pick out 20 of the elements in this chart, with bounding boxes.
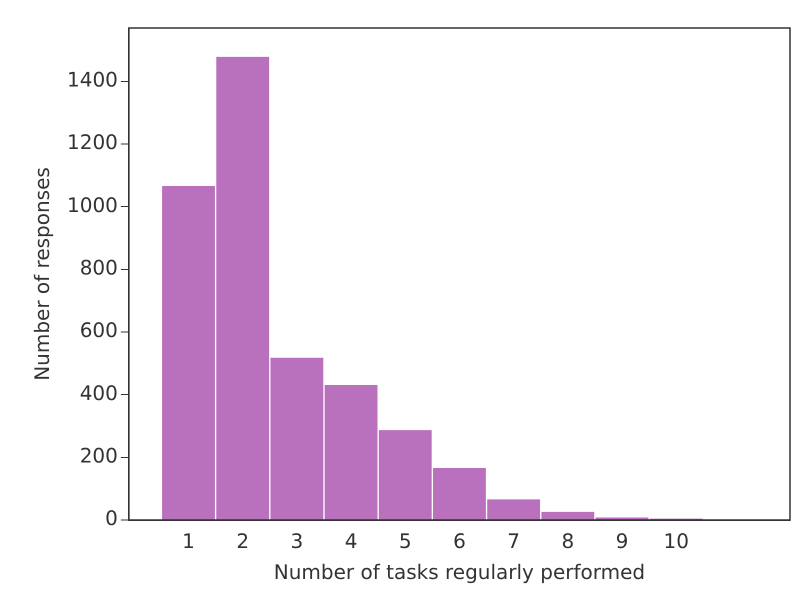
x-tick-label: 4	[344, 529, 358, 554]
x-tick-label: 10	[663, 529, 689, 554]
x-tick-label: 6	[453, 529, 466, 554]
y-tick-label: 1400	[66, 67, 118, 92]
x-tick-label: 5	[398, 529, 412, 554]
y-tick-label: 1000	[66, 192, 118, 217]
y-tick-label: 800	[80, 256, 118, 280]
x-axis-title: Number of tasks regularly performed	[274, 560, 646, 584]
y-tick-label: 600	[80, 318, 118, 342]
x-tick-label: 8	[561, 529, 574, 554]
x-tick-label: 7	[507, 529, 520, 554]
y-tick-label: 0	[105, 506, 118, 530]
x-tick-label: 9	[616, 529, 628, 554]
y-tick-label: 400	[80, 380, 118, 405]
x-tick-label: 1	[182, 529, 195, 554]
x-tick-label: 2	[236, 529, 250, 554]
x-tick-label: 3	[290, 529, 304, 554]
y-tick-label: 200	[80, 444, 118, 468]
y-axis-title: Number of responses	[30, 167, 54, 381]
y-tick-label: 1200	[66, 130, 118, 154]
